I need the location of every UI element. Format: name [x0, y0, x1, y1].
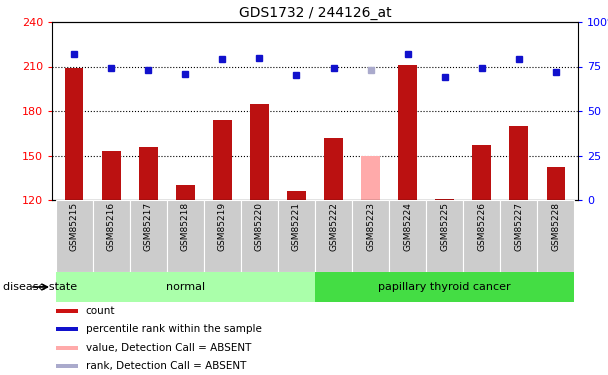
- Text: GSM85227: GSM85227: [514, 202, 523, 251]
- Bar: [398, 65, 417, 200]
- Text: GSM85228: GSM85228: [551, 202, 561, 251]
- Text: GSM85224: GSM85224: [403, 202, 412, 251]
- Bar: [130, 200, 167, 272]
- Bar: [56, 346, 78, 350]
- Bar: [213, 120, 232, 200]
- Bar: [426, 200, 463, 272]
- Bar: [176, 185, 195, 200]
- Bar: [500, 200, 537, 272]
- Text: GSM85225: GSM85225: [440, 202, 449, 251]
- Bar: [167, 200, 204, 272]
- Text: GSM85220: GSM85220: [255, 202, 264, 251]
- Bar: [56, 200, 93, 272]
- Text: GSM85215: GSM85215: [70, 202, 78, 251]
- Bar: [537, 200, 575, 272]
- Text: count: count: [86, 306, 115, 316]
- Bar: [56, 309, 78, 313]
- Text: rank, Detection Call = ABSENT: rank, Detection Call = ABSENT: [86, 361, 246, 371]
- Bar: [435, 198, 454, 200]
- Bar: [463, 200, 500, 272]
- Bar: [472, 145, 491, 200]
- Text: papillary thyroid cancer: papillary thyroid cancer: [378, 282, 511, 292]
- Text: percentile rank within the sample: percentile rank within the sample: [86, 324, 261, 334]
- Text: GSM85219: GSM85219: [218, 202, 227, 251]
- Bar: [56, 327, 78, 332]
- Bar: [56, 364, 78, 368]
- Text: normal: normal: [166, 282, 205, 292]
- Text: GSM85217: GSM85217: [144, 202, 153, 251]
- Bar: [389, 200, 426, 272]
- Text: value, Detection Call = ABSENT: value, Detection Call = ABSENT: [86, 343, 251, 352]
- Bar: [315, 200, 352, 272]
- Bar: [204, 200, 241, 272]
- Bar: [324, 138, 343, 200]
- Bar: [93, 200, 130, 272]
- Bar: [547, 167, 565, 200]
- Text: GSM85226: GSM85226: [477, 202, 486, 251]
- Bar: [139, 147, 157, 200]
- Text: disease state: disease state: [3, 282, 77, 292]
- Bar: [241, 200, 278, 272]
- Text: GSM85223: GSM85223: [366, 202, 375, 251]
- Title: GDS1732 / 244126_at: GDS1732 / 244126_at: [239, 6, 392, 20]
- Text: GSM85221: GSM85221: [292, 202, 301, 251]
- Bar: [250, 104, 269, 200]
- Bar: [102, 151, 120, 200]
- Bar: [56, 272, 315, 302]
- Bar: [352, 200, 389, 272]
- Text: GSM85216: GSM85216: [107, 202, 116, 251]
- Bar: [315, 272, 575, 302]
- Bar: [65, 68, 83, 200]
- Bar: [361, 156, 380, 200]
- Bar: [510, 126, 528, 200]
- Text: GSM85218: GSM85218: [181, 202, 190, 251]
- Bar: [287, 191, 306, 200]
- Text: GSM85222: GSM85222: [329, 202, 338, 251]
- Bar: [278, 200, 315, 272]
